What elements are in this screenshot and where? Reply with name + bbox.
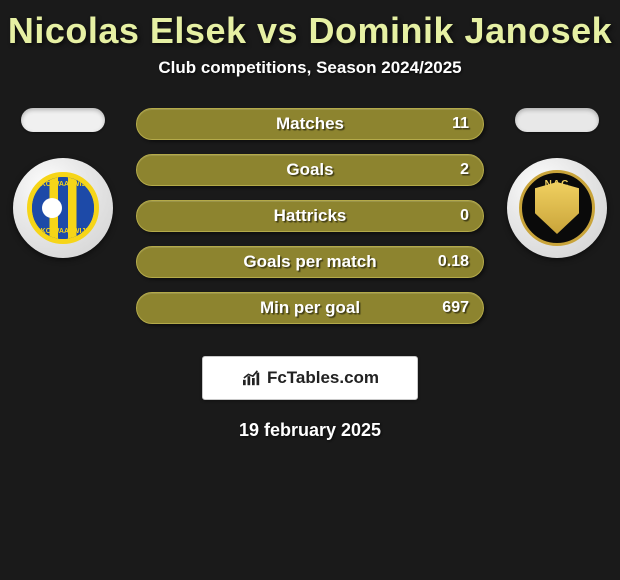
stat-value-right: 2 bbox=[460, 161, 469, 179]
left-club-badge: RKC WAALWIJK RKC WAALWIJK bbox=[13, 158, 113, 258]
stat-value-right: 697 bbox=[442, 299, 469, 317]
nac-shield-icon bbox=[535, 182, 579, 234]
stat-bar-hattricks: Hattricks 0 bbox=[136, 200, 484, 232]
right-player-pill bbox=[515, 108, 599, 132]
watermark-text: FcTables.com bbox=[267, 368, 379, 388]
page-title: Nicolas Elsek vs Dominik Janosek bbox=[0, 0, 620, 58]
stat-label: Min per goal bbox=[260, 298, 360, 318]
chart-icon bbox=[241, 369, 263, 387]
left-column: RKC WAALWIJK RKC WAALWIJK bbox=[8, 108, 118, 258]
date-label: 19 february 2025 bbox=[0, 420, 620, 441]
rkc-text-bottom: RKC WAALWIJK bbox=[36, 228, 91, 235]
stat-bar-goals-per-match: Goals per match 0.18 bbox=[136, 246, 484, 278]
nac-badge-inner: NAC bbox=[519, 170, 595, 246]
watermark: FcTables.com bbox=[202, 356, 418, 400]
stat-label: Matches bbox=[276, 114, 344, 134]
stat-value-right: 0 bbox=[460, 207, 469, 225]
rkc-ball-icon bbox=[42, 198, 62, 218]
stat-bar-matches: Matches 11 bbox=[136, 108, 484, 140]
rkc-text-top: RKC WAALWIJK bbox=[36, 181, 91, 188]
stats-column: Matches 11 Goals 2 Hattricks 0 Goals per… bbox=[118, 108, 502, 338]
stat-bar-min-per-goal: Min per goal 697 bbox=[136, 292, 484, 324]
stat-label: Goals bbox=[286, 160, 333, 180]
right-club-badge: NAC bbox=[507, 158, 607, 258]
content-row: RKC WAALWIJK RKC WAALWIJK Matches 11 Goa… bbox=[0, 108, 620, 338]
subtitle: Club competitions, Season 2024/2025 bbox=[0, 58, 620, 108]
right-column: NAC bbox=[502, 108, 612, 258]
stat-label: Goals per match bbox=[243, 252, 376, 272]
stat-bar-goals: Goals 2 bbox=[136, 154, 484, 186]
stat-label: Hattricks bbox=[274, 206, 347, 226]
comparison-card: Nicolas Elsek vs Dominik Janosek Club co… bbox=[0, 0, 620, 441]
stat-value-right: 0.18 bbox=[438, 253, 469, 271]
rkc-badge-inner: RKC WAALWIJK RKC WAALWIJK bbox=[27, 172, 99, 244]
left-player-pill bbox=[21, 108, 105, 132]
stat-value-right: 11 bbox=[452, 115, 469, 133]
